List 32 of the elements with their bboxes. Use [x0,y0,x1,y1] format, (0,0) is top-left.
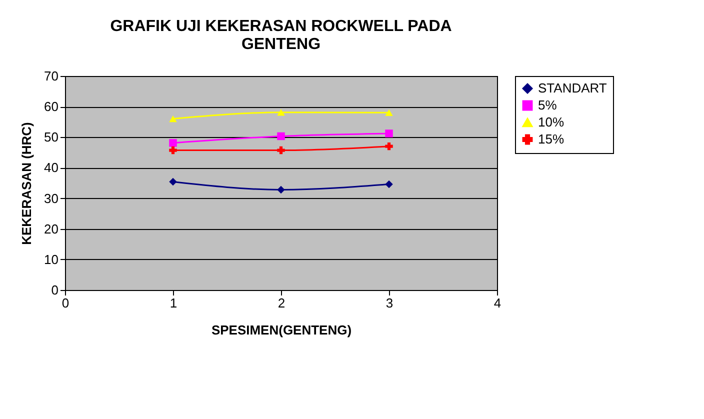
x-tick-label: 1 [170,296,178,310]
legend-label: 10% [538,114,564,130]
y-tick-label: 70 [44,68,58,84]
point [385,130,393,138]
chart-title: GRAFIK UJI KEKERASAN ROCKWELL PADA GENTENG [110,18,452,53]
point [385,180,393,188]
point [277,146,285,154]
y-tick-label: 10 [44,252,58,267]
x-tick-label: 2 [278,296,286,310]
y-tick-label: 40 [44,160,58,176]
point [169,139,177,147]
legend-label: 15% [538,132,564,146]
y-axis-title: KEKERASAN (HRC) [19,122,34,245]
x-axis-title: SPESIMEN(GENTENG) [211,322,352,338]
y-tick-label: 50 [44,130,58,145]
point [385,109,393,116]
y-tick-label: 60 [44,99,58,114]
point [277,186,285,194]
x-tick-label: 4 [494,296,502,310]
legend-label: STANDART [538,80,607,96]
y-tick-label: 30 [44,190,58,206]
x-tick-label: 0 [62,296,70,310]
point [385,142,393,150]
point [169,178,177,186]
y-tick-label: 20 [44,221,58,236]
point [169,115,177,122]
point [277,132,285,140]
x-tick-label: 3 [386,296,394,310]
legend-label: 5% [538,98,558,112]
point [169,146,177,154]
y-tick-label: 0 [51,282,58,298]
point [277,109,285,116]
